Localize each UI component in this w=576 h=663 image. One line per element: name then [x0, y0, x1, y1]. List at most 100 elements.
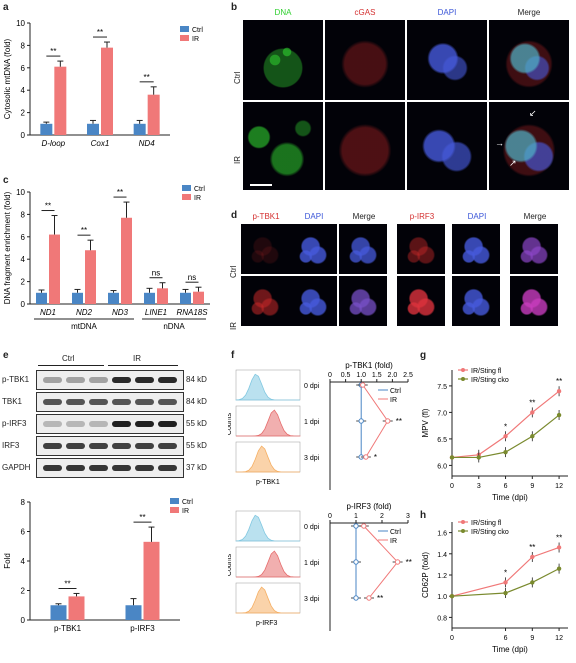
legend-label-ir: IR — [194, 195, 201, 202]
x-tick-label: RNA18S — [176, 308, 208, 317]
y-tick-label: 1.0 — [437, 594, 447, 601]
y-tick-label: 6 — [21, 233, 26, 242]
micrograph-d-tile — [397, 276, 445, 326]
blot-band — [158, 399, 177, 405]
bar-ctrl — [36, 292, 47, 304]
micrograph-b-cgas-ir — [325, 102, 405, 190]
micrograph-d-tile — [397, 224, 445, 274]
data-point-ctrl — [353, 595, 359, 601]
blot-band — [66, 465, 85, 471]
blot-band — [66, 399, 85, 405]
histogram-day-label: 1 dpi — [304, 419, 320, 426]
x-tick-label: Cox1 — [91, 139, 110, 148]
x-tick-label: 0.5 — [341, 372, 351, 379]
data-point — [476, 455, 481, 460]
counts-label: Counts — [228, 553, 233, 576]
micrograph-d-tile — [241, 276, 289, 326]
histogram-x-label: p-TBK1 — [256, 479, 280, 486]
histogram-day-label: 0 dpi — [304, 524, 320, 531]
blot-band — [43, 465, 62, 471]
blot-group-line-ctrl — [38, 365, 104, 366]
legend-marker — [461, 529, 465, 533]
data-point-ir — [361, 523, 367, 529]
legend-label-ctrl: Ctrl — [390, 388, 401, 395]
x-tick-label: 1.5 — [372, 372, 382, 379]
bar-ir — [68, 596, 85, 620]
bar-ir — [85, 250, 96, 304]
data-point — [449, 594, 455, 599]
blot-band — [43, 443, 62, 449]
y-axis-label: MPV (fl) — [421, 408, 430, 437]
blot-band — [158, 421, 177, 427]
micrograph-b-merge-ctrl — [489, 20, 569, 100]
micrograph-d-tile — [339, 276, 387, 326]
legend-label-ctrl: Ctrl — [182, 499, 193, 506]
arrow-icon: ↙ — [529, 108, 537, 118]
data-point — [556, 566, 562, 571]
blot-band — [158, 465, 177, 471]
row-label-ctrl: Ctrl — [229, 265, 238, 278]
significance-label: ns — [152, 269, 160, 278]
y-tick-label: 0.8 — [437, 615, 447, 622]
legend-label: IR/Sting fl — [471, 368, 502, 375]
blot-band — [135, 377, 154, 383]
y-tick-label: 8 — [21, 41, 26, 50]
bar-ir — [157, 288, 168, 304]
data-point-ctrl — [353, 523, 359, 529]
bar-ir — [143, 541, 160, 620]
significance-label: ** — [406, 558, 412, 567]
micrograph-b-dapi-ir — [407, 102, 487, 190]
blot-row-label: IRF3 — [2, 441, 20, 450]
data-point-ctrl — [358, 418, 364, 424]
blot-row-label: GAPDH — [2, 463, 31, 472]
x-tick-label: 2.5 — [403, 372, 413, 379]
chart-c: 0 2 4 6 8 10 DNA fragment enrichment (fold) ** N… — [3, 185, 210, 331]
blot-group-ctrl: Ctrl — [62, 354, 75, 363]
x-tick-label: 9 — [530, 483, 534, 490]
significance-label: ** — [556, 377, 562, 386]
x-tick-label: 9 — [530, 635, 534, 642]
y-tick-label: 4 — [21, 557, 26, 566]
data-point-ir — [385, 418, 391, 424]
bar-ir — [193, 291, 204, 304]
data-point — [503, 590, 508, 596]
bar-ctrl — [40, 123, 53, 135]
blot-band — [112, 443, 131, 449]
data-point-ir — [366, 595, 372, 601]
blot-band — [158, 377, 177, 383]
histogram-curve — [235, 514, 300, 542]
chart-a: 0 2 4 6 8 10 Cytosolic mtDNA (fold) ** D-loop ** C… — [3, 19, 203, 148]
blot-band — [89, 377, 108, 383]
x-tick-label: 0 — [450, 635, 454, 642]
legend-label-ctrl: Ctrl — [192, 27, 203, 34]
col-label-dna: DNA — [274, 8, 292, 17]
significance-label: ** — [377, 594, 383, 603]
micrograph-d-tile — [289, 224, 337, 274]
legend-swatch-ir — [182, 194, 191, 200]
blot-strip — [36, 458, 184, 478]
panel-label-e: e — [3, 350, 9, 361]
col-label-merge-1: Merge — [352, 212, 376, 221]
blot-band — [43, 399, 62, 405]
significance-label: ** — [396, 417, 402, 426]
micrograph-d-tile — [452, 224, 500, 274]
x-tick-label: 3 — [406, 513, 410, 520]
bar-ir — [101, 47, 113, 135]
x-tick-label: ND2 — [76, 308, 93, 317]
x-tick-label: 0 — [328, 372, 332, 379]
chart-e: 0 2 4 6 8 Fold ** p-TBK1 ** p-IRF3 Ctrl IR — [3, 498, 193, 633]
significance-label: ** — [529, 543, 535, 552]
data-point-ctrl — [353, 559, 359, 565]
micrograph-b-cgas-ctrl — [325, 20, 405, 100]
x-tick-label: 1 — [354, 513, 358, 520]
blot-strip — [36, 370, 184, 390]
data-point-ir — [360, 382, 366, 388]
blot-row-label: p-TBK1 — [2, 375, 30, 384]
col-label-ptbk1: p-TBK1 — [252, 212, 280, 221]
x-axis-label: Time (dpi) — [492, 645, 528, 654]
panel-label-f: f — [231, 350, 235, 361]
blot-band — [135, 421, 154, 427]
significance-label: ** — [529, 398, 535, 407]
blot-band — [112, 421, 131, 427]
y-tick-label: 0 — [21, 616, 26, 625]
